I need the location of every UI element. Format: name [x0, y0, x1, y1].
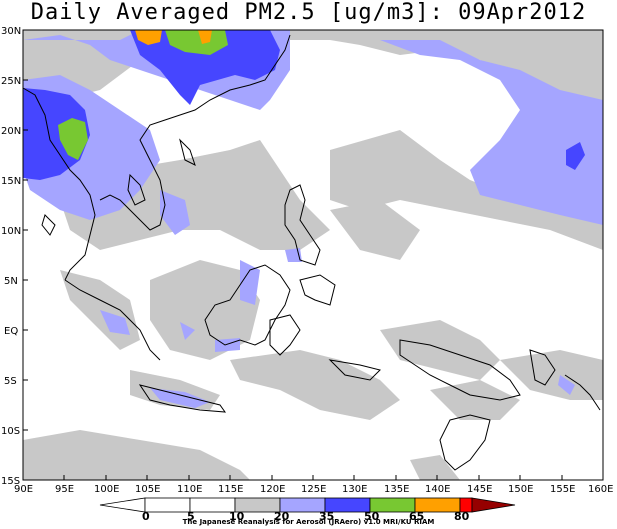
colorbar-tick: 0: [142, 510, 150, 523]
lon-label: 110E: [177, 484, 202, 495]
colorbar-tick: 65: [409, 510, 424, 523]
colorbar-tick: 50: [364, 510, 380, 523]
longitude-axis: [22, 475, 604, 480]
lon-label: 160E: [588, 484, 613, 495]
colorbar: [99, 497, 516, 513]
colorbar-tick: 20: [274, 510, 290, 523]
lon-label: 155E: [550, 484, 575, 495]
lon-label: 135E: [384, 484, 409, 495]
lon-label: 145E: [467, 484, 492, 495]
lon-label: 120E: [260, 484, 285, 495]
lon-label: 90E: [14, 484, 33, 495]
map-title: Daily Averaged PM2.5 [ug/m3]: 09Apr2012: [30, 0, 587, 25]
lat-label: EQ: [4, 326, 18, 337]
lat-label: 15N: [1, 176, 21, 187]
lat-label: 5N: [4, 276, 18, 287]
lon-label: 105E: [135, 484, 160, 495]
lat-label: 10N: [1, 226, 21, 237]
lat-label: 5S: [4, 376, 17, 387]
pm25-level-35-50-fill: [58, 30, 228, 160]
colorbar-tick: 35: [319, 510, 334, 523]
colorbar-bin-0-5: [144, 497, 191, 513]
colorbar-tick: 80: [454, 510, 470, 523]
lon-label: 150E: [508, 484, 533, 495]
lat-label: 25N: [1, 76, 21, 87]
lat-label: 10S: [1, 426, 20, 437]
data-credit: The Japanese Reanalysis for Aerosol (JRA…: [182, 518, 435, 526]
lat-label: 20N: [1, 126, 21, 137]
latitude-labels: 30N 25N 20N 15N 10N 5N EQ 5S 10S 15S: [1, 26, 21, 487]
colorbar-low-arrow: [99, 497, 146, 513]
lat-label: 30N: [1, 26, 21, 37]
lon-label: 130E: [342, 484, 367, 495]
lon-label: 140E: [425, 484, 450, 495]
colorbar-high-arrow: [471, 497, 516, 513]
colorbar-labels: 0 5 10 20 35 50 65 80: [142, 510, 470, 523]
lat-label: 15S: [1, 476, 20, 487]
lon-label: 115E: [218, 484, 243, 495]
coastlines: [22, 34, 601, 471]
latitude-axis: [23, 29, 28, 481]
lon-label: 125E: [301, 484, 326, 495]
longitude-labels: 90E 95E 100E 105E 110E 115E 120E 125E 13…: [14, 484, 613, 495]
lon-label: 95E: [55, 484, 74, 495]
colorbar-tick: 10: [229, 510, 245, 523]
pm25-level-50-65-fill: [135, 30, 212, 45]
lon-label: 100E: [94, 484, 119, 495]
colorbar-tick: 5: [187, 510, 195, 523]
